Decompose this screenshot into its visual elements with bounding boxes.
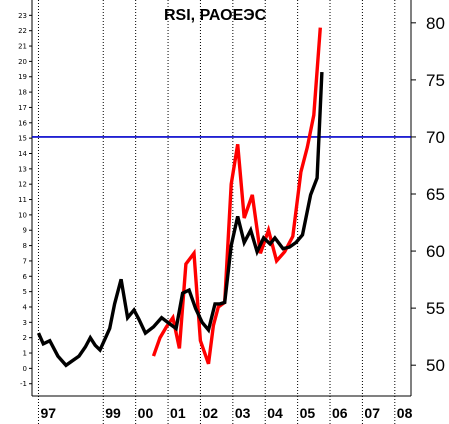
left-tick-label: 19 [18, 73, 27, 81]
left-tick-label: 16 [18, 119, 27, 127]
x-tick-label: 97 [40, 405, 56, 421]
x-axis: 97 99 00 01 02 03 04 05 06 07 08 [37, 396, 413, 424]
x-tick-label: 06 [332, 405, 348, 421]
left-tick-label: 15 [18, 135, 27, 143]
left-tick-label: 14 [18, 150, 27, 158]
chart-title: RSI, РАОЕЭС [164, 7, 267, 24]
right-tick-label: 75 [426, 71, 445, 90]
left-tick-label: 22 [18, 27, 27, 35]
right-tick-label: 80 [426, 14, 445, 33]
right-tick-label: 50 [426, 356, 445, 375]
x-tick-label: 03 [235, 405, 251, 421]
series-line-red [151, 27, 322, 365]
left-tick-label: 21 [18, 43, 27, 51]
left-tick-label: 23 [18, 12, 27, 20]
series-layer [36, 27, 324, 368]
left-tick-label: 8 [23, 242, 27, 250]
left-tick-label: 18 [18, 89, 27, 97]
x-tick-label: 07 [364, 405, 380, 421]
x-tick-label: 04 [267, 405, 283, 421]
left-tick-label: 10 [18, 211, 27, 219]
grid-lines [37, 0, 396, 396]
left-tick-label: 20 [18, 58, 27, 66]
right-tick-label: 70 [426, 128, 445, 147]
left-tick-label: 6 [23, 273, 28, 281]
left-tick-label: 9 [23, 227, 27, 235]
right-tick-label: 65 [426, 185, 445, 204]
right-tick-label: 60 [426, 242, 445, 261]
right-tick-label: 55 [426, 299, 445, 318]
left-tick-label: 11 [18, 196, 27, 204]
left-tick-label: 3 [23, 319, 27, 327]
x-tick-label: 02 [202, 405, 218, 421]
left-tick-label: 4 [23, 303, 28, 311]
left-tick-label: 0 [23, 365, 27, 373]
left-tick-label: 7 [23, 257, 27, 265]
left-tick-label: 12 [18, 181, 27, 189]
right-axis: 50 55 60 65 70 75 80 [411, 14, 445, 375]
x-tick-label: 01 [170, 405, 186, 421]
left-tick-label: 1 [23, 350, 27, 358]
series-line-black [36, 72, 324, 368]
x-tick-label: 05 [300, 405, 316, 421]
left-tick-label: 13 [18, 165, 27, 173]
left-tick-label: 5 [23, 288, 27, 296]
x-tick-label: 00 [138, 405, 154, 421]
left-tick-label: 2 [23, 334, 27, 342]
left-tick-label: -1 [20, 380, 27, 388]
left-tick-label: 17 [18, 104, 27, 112]
x-tick-label: 08 [397, 405, 413, 421]
x-tick-label: 99 [105, 405, 121, 421]
